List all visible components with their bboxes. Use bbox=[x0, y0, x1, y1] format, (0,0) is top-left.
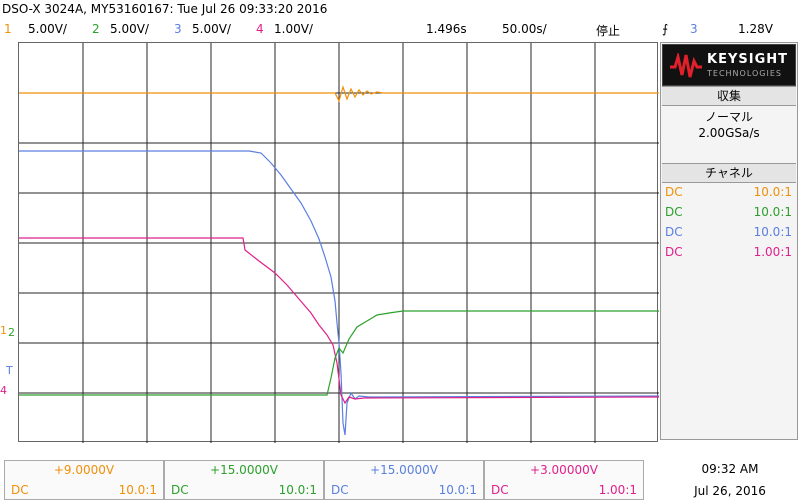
ch1-scale[interactable]: 5.00V/ bbox=[28, 22, 67, 36]
ch1-offset: +9.0000V bbox=[53, 463, 115, 477]
ch3-coupling: DC bbox=[665, 225, 683, 239]
run-state[interactable]: 停止 bbox=[596, 24, 621, 38]
ch4-offset: +3.00000V bbox=[530, 463, 598, 477]
ch4-offset-box[interactable]: +3.00000V DC 1.00:1 bbox=[484, 460, 644, 500]
trigger-level[interactable]: 1.28V bbox=[738, 22, 773, 36]
trigger-level-marker[interactable]: T bbox=[6, 364, 13, 377]
trigger-edge-icon: ⨍ bbox=[662, 22, 669, 36]
ch4-probe: 1.00:1 bbox=[753, 245, 792, 259]
ch1-ground-marker[interactable]: 1 bbox=[0, 324, 7, 337]
ch4-trace bbox=[19, 237, 659, 405]
ch1-offset-probe: 10.0:1 bbox=[118, 483, 157, 497]
ch1-probe: 10.0:1 bbox=[753, 185, 792, 199]
clock-time: 09:32 AM bbox=[701, 462, 759, 476]
keysight-wave-icon bbox=[670, 53, 702, 78]
ch3-scale[interactable]: 5.00V/ bbox=[192, 22, 231, 36]
ch3-offset-box[interactable]: +15.0000V DC 10.0:1 bbox=[324, 460, 484, 500]
ch1-offset-coupling: DC bbox=[11, 483, 29, 497]
ch2-probe: 10.0:1 bbox=[753, 205, 792, 219]
ch4-offset-probe: 1.00:1 bbox=[598, 483, 637, 497]
ch2-number[interactable]: 2 bbox=[92, 22, 100, 36]
ch3-trace bbox=[19, 150, 659, 436]
ch2-scale[interactable]: 5.00V/ bbox=[110, 22, 149, 36]
channel-row-3[interactable]: DC 10.0:1 bbox=[662, 223, 796, 243]
clock-date: Jul 26, 2016 bbox=[694, 484, 766, 498]
ch3-offset-probe: 10.0:1 bbox=[438, 483, 477, 497]
keysight-logo: KEYSIGHT TECHNOLOGIES bbox=[662, 44, 796, 86]
ch2-offset: +15.0000V bbox=[210, 463, 278, 477]
window-title: DSO-X 3024A, MY53160167: Tue Jul 26 09:3… bbox=[2, 2, 328, 16]
waveform-display[interactable] bbox=[18, 42, 659, 443]
ch2-offset-coupling: DC bbox=[171, 483, 189, 497]
acquisition-mode: ノーマル bbox=[704, 110, 753, 124]
ch1-trace bbox=[19, 84, 659, 103]
ch3-offset-coupling: DC bbox=[331, 483, 349, 497]
ch3-number[interactable]: 3 bbox=[174, 22, 182, 36]
ch3-probe: 10.0:1 bbox=[753, 225, 792, 239]
ch2-offset-box[interactable]: +15.0000V DC 10.0:1 bbox=[164, 460, 324, 500]
ch4-number[interactable]: 4 bbox=[256, 22, 264, 36]
channel-heading[interactable]: チャネル bbox=[662, 163, 796, 183]
channel-row-1[interactable]: DC 10.0:1 bbox=[662, 183, 796, 203]
timebase-delay[interactable]: 1.496s bbox=[426, 22, 467, 36]
ch2-ground-marker[interactable]: 2 bbox=[8, 326, 15, 339]
channel-row-4[interactable]: DC 1.00:1 bbox=[662, 243, 796, 263]
ch2-coupling: DC bbox=[665, 205, 683, 219]
side-panel bbox=[660, 42, 798, 440]
logo-brand: KEYSIGHT bbox=[707, 52, 788, 67]
ch1-coupling: DC bbox=[665, 185, 683, 199]
ch4-coupling: DC bbox=[665, 245, 683, 259]
trigger-channel[interactable]: 3 bbox=[690, 22, 698, 36]
ch4-scale[interactable]: 1.00V/ bbox=[274, 22, 313, 36]
acquisition-heading[interactable]: 収集 bbox=[662, 86, 796, 106]
ch3-offset: +15.0000V bbox=[370, 463, 438, 477]
logo-sub: TECHNOLOGIES bbox=[707, 69, 782, 78]
ch4-offset-coupling: DC bbox=[491, 483, 509, 497]
acquisition-rate: 2.00GSa/s bbox=[698, 126, 760, 140]
ch2-offset-probe: 10.0:1 bbox=[278, 483, 317, 497]
ch1-offset-box[interactable]: +9.0000V DC 10.0:1 bbox=[4, 460, 164, 500]
graticule bbox=[19, 43, 659, 443]
channel-row-2[interactable]: DC 10.0:1 bbox=[662, 203, 796, 223]
ch2-trace bbox=[19, 310, 659, 396]
waveform-svg bbox=[19, 43, 659, 443]
ch4-ground-marker[interactable]: 4 bbox=[0, 384, 7, 397]
ch1-number[interactable]: 1 bbox=[4, 22, 12, 36]
timebase-scale[interactable]: 50.00s/ bbox=[502, 22, 547, 36]
